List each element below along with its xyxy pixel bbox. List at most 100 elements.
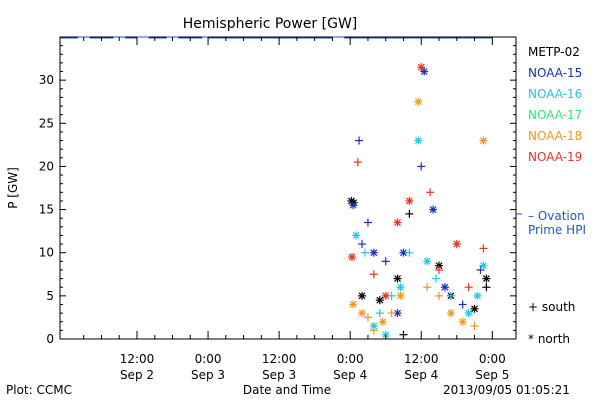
- north-point-marker: [396, 283, 405, 292]
- north-point-marker: [417, 63, 426, 72]
- north-point-marker: [479, 261, 488, 270]
- legend-entry-noaa-18: NOAA-18: [528, 129, 582, 143]
- marker-stroke: [420, 68, 428, 75]
- y-tick-label: 15: [39, 203, 54, 217]
- marker-stroke: [376, 296, 384, 304]
- ovation-series-layer: [60, 36, 493, 39]
- south-point-marker: [476, 265, 485, 274]
- x-tick-time-label: 12:00: [404, 352, 439, 366]
- north-point-marker: [378, 317, 387, 326]
- marker-stroke: [447, 309, 455, 317]
- x-tick-date-label: Sep 5: [475, 368, 509, 382]
- south-point-marker: [360, 248, 369, 257]
- marker-stroke: [414, 137, 422, 144]
- marker-stroke: [465, 309, 473, 317]
- south-point-marker: [369, 326, 378, 335]
- south-point-marker: [387, 309, 396, 318]
- south-point-marker: [458, 300, 467, 309]
- legend-entry-noaa-15: NOAA-15: [528, 66, 582, 80]
- north-point-marker: [405, 196, 414, 205]
- legend-entry-noaa-17: NOAA-17: [528, 108, 582, 122]
- legend-entry-noaa-16: NOAA-16: [528, 87, 582, 101]
- north-point-marker: [347, 253, 356, 262]
- x-tick-date-label: Sep 4: [404, 368, 438, 382]
- x-tick-date-label: Sep 4: [333, 368, 367, 382]
- south-point-marker: [355, 136, 364, 145]
- y-axis-label: P [GW]: [6, 167, 20, 209]
- north-point-marker: [479, 136, 488, 145]
- north-point-marker: [473, 291, 482, 300]
- marker-stroke: [480, 262, 487, 270]
- north-point-marker: [482, 274, 491, 283]
- marker-stroke: [429, 206, 437, 213]
- y-tick-label: 25: [39, 116, 54, 130]
- x-tick-time-label: 0:00: [337, 352, 364, 366]
- north-point-marker: [369, 322, 378, 331]
- marker-stroke: [358, 292, 366, 300]
- y-tick-label: 10: [39, 246, 54, 260]
- north-point-marker: [349, 300, 358, 309]
- north-point-marker: [429, 205, 438, 214]
- satellite-points-layer: [347, 63, 491, 339]
- marker-stroke: [370, 322, 378, 330]
- marker-stroke: [435, 262, 443, 270]
- footer-plot-credit: Plot: CCMC: [6, 383, 72, 397]
- south-point-marker: [446, 291, 455, 300]
- x-tick-time-label: 12:00: [262, 352, 297, 366]
- marker-stroke: [441, 283, 449, 291]
- x-tick-time-label: 0:00: [479, 352, 506, 366]
- legend-ovation-line1: – Ovation: [528, 209, 585, 223]
- marker-stroke: [459, 318, 467, 326]
- north-point-marker: [452, 240, 461, 249]
- north-point-marker: [381, 291, 390, 300]
- chart-title: Hemispheric Power [GW]: [183, 16, 358, 32]
- north-point-marker: [369, 248, 378, 257]
- south-point-marker: [363, 313, 372, 322]
- marker-stroke: [400, 249, 407, 257]
- legend: METP-02 NOAA-15 NOAA-16 NOAA-17 NOAA-18 NOAA-…: [516, 45, 586, 346]
- south-point-marker: [375, 309, 384, 318]
- x-tick-date-label: Sep 3: [191, 368, 225, 382]
- north-point-marker: [414, 97, 423, 106]
- x-axis-label: Date and Time: [243, 383, 331, 397]
- marker-stroke: [348, 253, 356, 261]
- north-point-marker: [396, 291, 405, 300]
- plot-frame: [59, 36, 517, 340]
- marker-stroke: [394, 219, 401, 226]
- south-point-marker: [405, 209, 414, 218]
- marker-stroke: [453, 240, 461, 248]
- south-point-marker: [464, 283, 473, 292]
- south-point-marker: [405, 248, 414, 257]
- north-point-marker: [393, 274, 402, 283]
- south-point-marker: [358, 240, 367, 249]
- south-point-marker: [369, 270, 378, 279]
- legend-ovation-line2: Prime HPI: [528, 223, 586, 237]
- x-tick-time-label: 12:00: [120, 352, 155, 366]
- marker-stroke: [405, 197, 413, 205]
- marker-stroke: [349, 201, 357, 209]
- north-point-marker: [440, 283, 449, 292]
- north-point-marker: [458, 317, 467, 326]
- north-point-marker: [375, 296, 384, 305]
- north-point-marker: [420, 67, 429, 76]
- marker-stroke: [414, 98, 422, 106]
- south-point-marker: [432, 274, 441, 283]
- y-tick-label: 5: [46, 289, 54, 303]
- south-point-marker: [470, 322, 479, 331]
- x-tick-date-label: Sep 2: [120, 368, 154, 382]
- south-point-marker: [482, 283, 491, 292]
- south-point-marker: [479, 244, 488, 253]
- south-point-marker: [435, 265, 444, 274]
- marker-stroke: [394, 275, 401, 283]
- north-point-marker: [349, 201, 358, 210]
- legend-entry-metp-02: METP-02: [528, 45, 580, 59]
- marker-stroke: [417, 63, 425, 71]
- marker-stroke: [482, 275, 490, 283]
- south-point-marker: [417, 162, 426, 171]
- south-point-marker: [363, 218, 372, 227]
- north-point-marker: [470, 304, 479, 313]
- south-point-marker: [423, 283, 432, 292]
- legend-north-marker: * north: [528, 332, 570, 346]
- marker-stroke: [471, 305, 478, 313]
